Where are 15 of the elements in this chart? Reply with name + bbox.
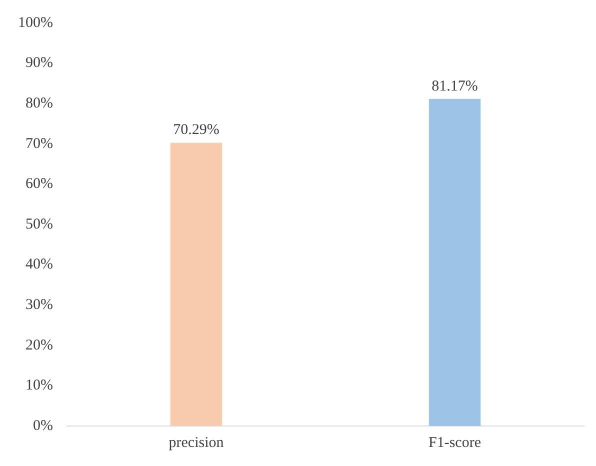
x-tick-label: F1-score [428,434,482,451]
data-label: 70.29% [173,122,220,138]
y-tick-label: 100% [18,14,53,31]
data-label: 81.17% [432,78,478,94]
y-tick-label: 40% [25,256,53,273]
y-tick-label: 60% [25,176,53,192]
y-tick-label: 10% [25,378,53,394]
y-tick-label: 50% [25,216,53,232]
y-tick-label: 20% [25,337,53,354]
y-tick-label: 0% [32,418,53,434]
y-tick-label: 90% [25,55,53,72]
y-tick-label: 80% [25,96,53,112]
x-tick-label: precision [168,434,224,451]
y-tick-label: 70% [25,136,53,152]
y-tick-label: 30% [25,297,53,314]
